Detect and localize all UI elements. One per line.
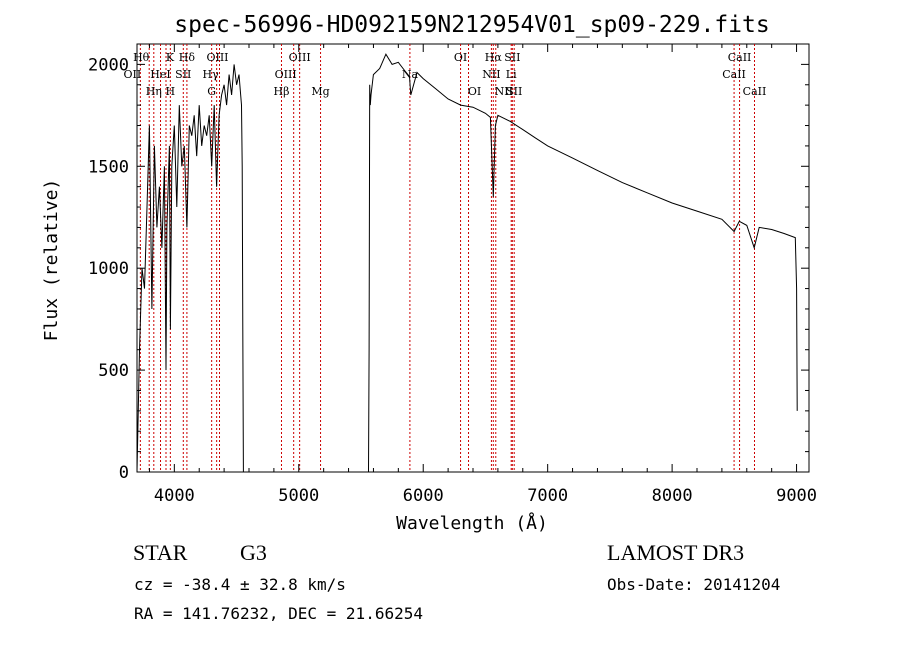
velocity-text: cz = -38.4 ± 32.8 km/s <box>134 575 346 594</box>
line-label-1: Hθ <box>133 51 150 64</box>
line-label-8: G <box>207 85 216 98</box>
line-label-10: OIII <box>206 51 228 64</box>
line-label-11: Hβ <box>274 85 290 98</box>
spectral-line-labels: OII Hθ Hη HeI K H SII Hδ G Hγ OIII Hβ OIII OIII Mg Na OI… <box>124 51 767 98</box>
y-axis-label: Flux (relative) <box>41 179 62 342</box>
y-axis-ticks: 0 500 1000 1500 2000 <box>88 43 809 483</box>
line-label-22: SII <box>504 51 520 64</box>
coordinates-text: RA = 141.76232, DEC = 21.66254 <box>134 604 423 623</box>
x-tick-label-3: 7000 <box>527 486 568 506</box>
obs-date-text: Obs-Date: 20141204 <box>607 575 781 594</box>
line-label-7: Hδ <box>179 51 196 64</box>
object-class: STAR <box>133 540 188 565</box>
line-label-12: OIII <box>275 68 297 81</box>
y-tick-label-4: 2000 <box>88 55 129 75</box>
spectral-line-markers <box>139 44 755 472</box>
line-label-24: CaII <box>722 68 746 81</box>
y-tick-label-2: 1000 <box>88 259 129 279</box>
line-label-17: OI <box>468 85 481 98</box>
chart-title: spec-56996-HD092159N212954V01_sp09-229.f… <box>174 12 769 38</box>
line-label-18: NII <box>482 68 500 81</box>
line-label-23: SII <box>506 85 522 98</box>
line-label-13: OIII <box>289 51 311 64</box>
line-label-6: SII <box>175 68 191 81</box>
survey-name: LAMOST DR3 <box>607 540 745 565</box>
y-tick-label-3: 1500 <box>88 157 129 177</box>
spectral-subclass: G3 <box>240 540 267 565</box>
line-label-0: OII <box>124 68 142 81</box>
y-tick-label-1: 500 <box>98 361 129 381</box>
line-label-15: Na <box>402 68 419 81</box>
line-label-2: Hη <box>146 85 162 98</box>
plot-frame <box>136 43 810 473</box>
x-tick-label-5: 9000 <box>776 486 817 506</box>
x-tick-label-2: 6000 <box>403 486 444 506</box>
line-label-3: HeI <box>150 68 170 81</box>
line-label-4: K <box>166 51 175 64</box>
x-tick-label-0: 4000 <box>154 486 195 506</box>
line-label-20: NII <box>495 85 513 98</box>
line-label-25: CaII <box>728 51 752 64</box>
spectrum-line <box>136 53 798 473</box>
line-label-14: Mg <box>311 85 329 98</box>
y-tick-label-0: 0 <box>119 463 129 483</box>
x-axis-ticks: 4000 5000 6000 7000 8000 9000 <box>148 44 817 506</box>
line-label-26: CaII <box>743 85 767 98</box>
line-label-21: Li <box>506 68 517 81</box>
x-tick-label-1: 5000 <box>278 486 319 506</box>
line-label-16: OI <box>454 51 467 64</box>
x-tick-label-4: 8000 <box>652 486 693 506</box>
x-axis-label: Wavelength (Å) <box>396 512 548 534</box>
line-label-5: H <box>166 85 176 98</box>
line-label-9: Hγ <box>203 68 220 81</box>
line-label-19: Hα <box>485 51 503 64</box>
